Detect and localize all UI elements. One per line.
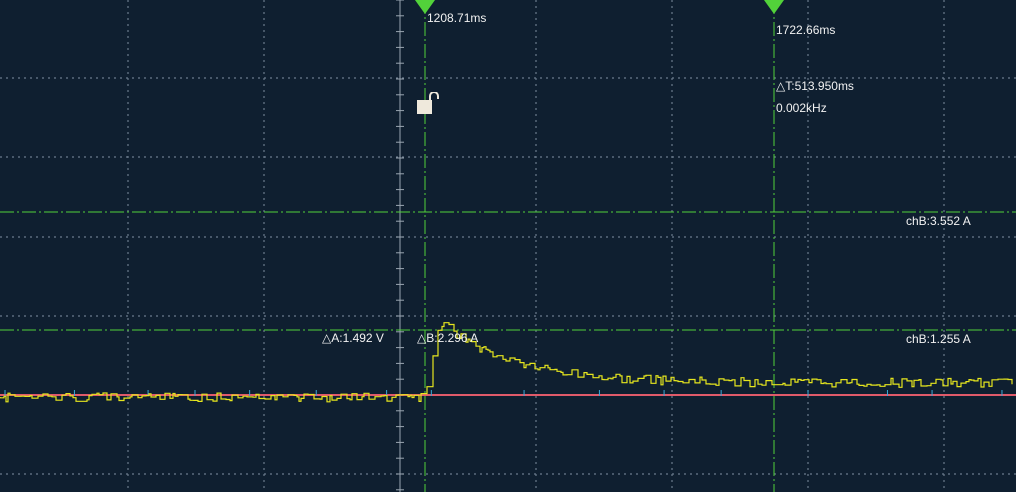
delta-b-readout: △B:2.296 A bbox=[417, 331, 479, 345]
delta-a-readout: △A:1.492 V bbox=[322, 331, 384, 345]
channel-b-trace bbox=[0, 322, 1013, 403]
cursor-2-time-label: 1722.66ms bbox=[776, 23, 836, 37]
frequency-readout: 0.002kHz bbox=[776, 101, 827, 115]
unlock-icon[interactable] bbox=[417, 92, 441, 116]
chb-lower-cursor-readout: chB:1.255 A bbox=[906, 332, 971, 346]
chb-upper-cursor-readout: chB:3.552 A bbox=[906, 214, 971, 228]
triangle-down-icon bbox=[764, 0, 784, 14]
delta-time-readout: △T:513.950ms bbox=[776, 79, 854, 93]
cursor-1-time-label: 1208.71ms bbox=[427, 11, 487, 25]
triangle-down-icon bbox=[415, 0, 435, 14]
